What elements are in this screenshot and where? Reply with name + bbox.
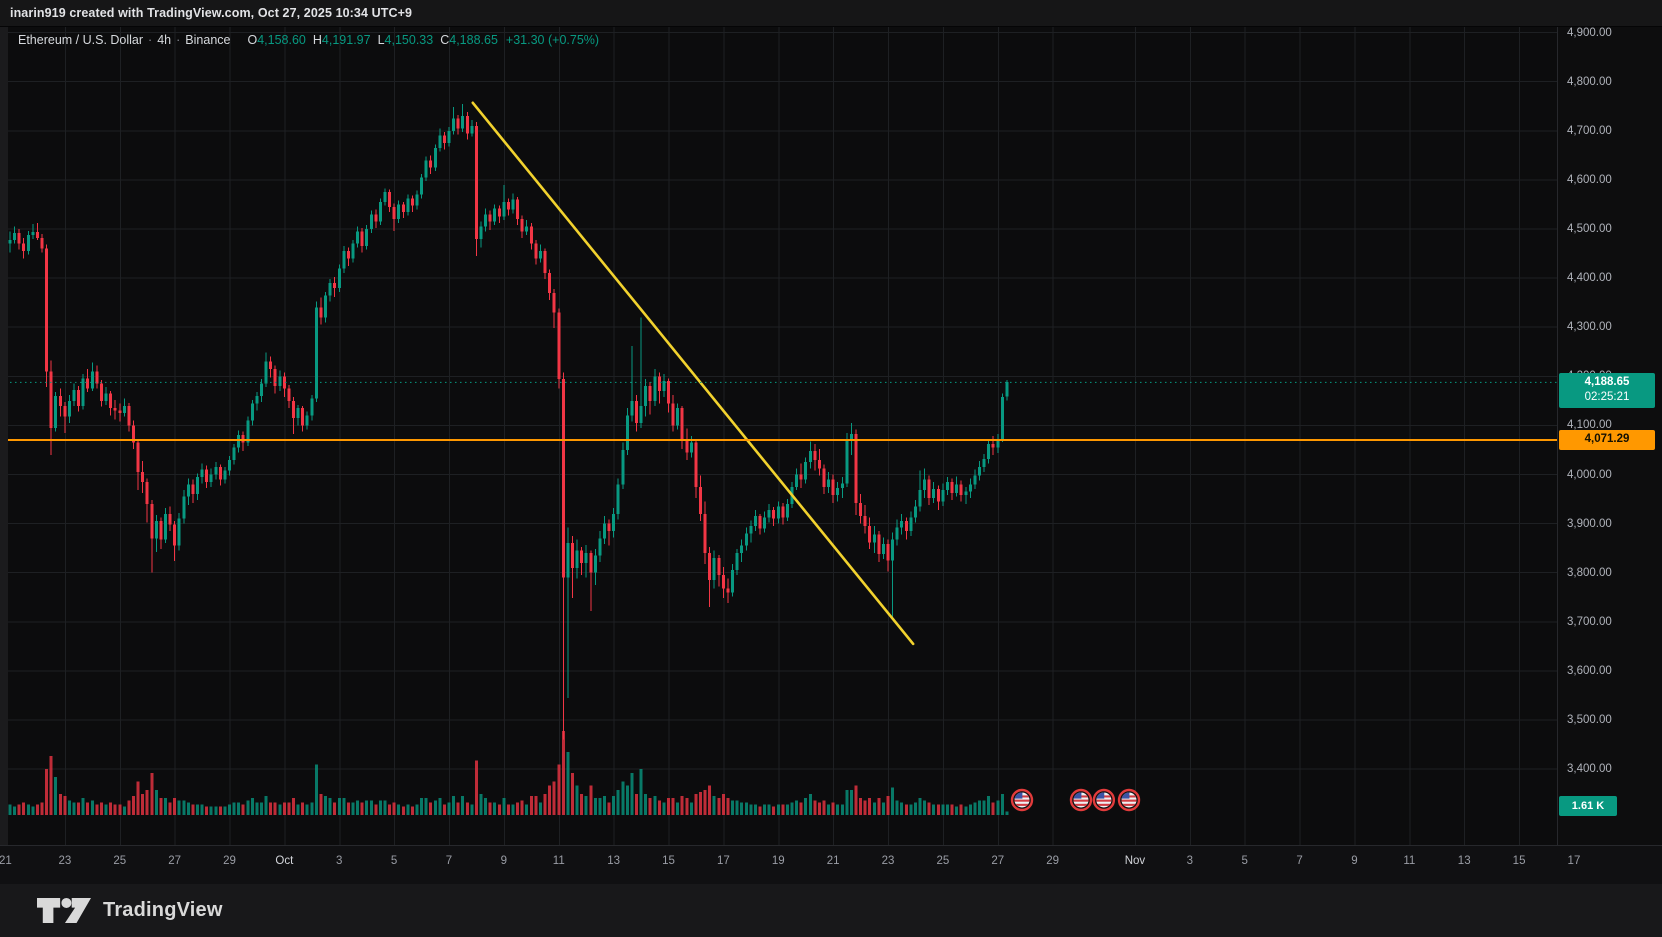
alert-price-value: 4,071.29 [1584,432,1630,445]
time-tick-label: 23 [881,855,895,867]
time-tick-label: 3 [1186,855,1194,867]
volume-value: 1.61 K [1571,800,1605,812]
time-tick-label: 29 [1046,855,1060,867]
price-tick-label: 4,100.00 [1567,419,1612,432]
price-tick-label: 3,400.00 [1567,763,1612,776]
legend-separator: · [148,33,153,47]
current-price-label[interactable]: 4,188.65 02:25:21 [1559,372,1655,408]
price-tick-label: 3,900.00 [1567,517,1612,530]
open-key: O [247,33,258,47]
time-tick-label: 15 [1512,855,1526,867]
attribution-bar: inarin919 created with TradingView.com, … [0,0,1662,27]
us-flag-event-icon[interactable] [1069,788,1093,812]
tradingview-logo-icon[interactable] [36,897,92,924]
time-tick-label: 7 [445,855,453,867]
time-tick-label: 27 [991,855,1005,867]
exchange-label[interactable]: Binance [185,33,231,47]
legend-separator: · [176,33,181,47]
trendline-drawing[interactable] [471,101,915,646]
price-tick-label: 4,300.00 [1567,321,1612,334]
high-key: H [312,33,322,47]
time-tick-label: Nov [1124,855,1146,867]
price-tick-label: 4,000.00 [1567,468,1612,481]
open-value: 4,158.60 [257,33,306,47]
price-tick-label: 3,500.00 [1567,714,1612,726]
price-tick-label: 4,700.00 [1567,124,1612,137]
time-tick-label: 27 [168,855,182,867]
interval-label[interactable]: 4h [157,33,172,47]
time-tick-label: 11 [552,855,565,867]
time-tick-label: 23 [58,855,72,867]
price-tick-label: 4,900.00 [1567,26,1612,39]
time-tick-label: 19 [771,855,785,867]
attribution-text: inarin919 created with TradingView.com, … [10,6,413,20]
low-value: 4,150.33 [384,33,434,47]
volume-label: 1.61 K [1559,796,1617,816]
ohlc-readout: O4,158.60 H4,191.97 L4,150.33 C4,188.65 [240,33,497,47]
time-tick-label: 5 [1241,855,1248,867]
chart-left-edge [0,27,8,845]
volume-series[interactable] [8,731,1009,815]
time-tick-label: 11 [1403,855,1416,867]
candlestick-series[interactable] [8,103,1009,740]
low-key: L [377,33,385,47]
price-tick-label: 3,800.00 [1567,566,1612,579]
time-axis[interactable]: 21 23 25 27 29 Oct 3 5 7 9 11 13 15 17 19 21 23 25 27 29 Nov… [0,845,1662,885]
time-tick-label: 9 [1351,855,1358,867]
price-tick-label: 3,600.00 [1567,664,1612,677]
price-tick-label: 4,800.00 [1567,75,1612,88]
price-tick-label: 4,600.00 [1567,173,1612,186]
time-tick-label: 5 [390,855,398,867]
time-tick-label: 13 [1457,855,1471,867]
bar-countdown: 02:25:21 [1584,390,1630,403]
price-tick-label: 4,500.00 [1567,223,1612,235]
price-tick-label: 4,400.00 [1567,272,1612,285]
us-flag-event-icon[interactable] [1092,788,1116,812]
time-tick-label: 21 [826,855,840,867]
close-key: C [440,33,450,47]
symbol-title[interactable]: Ethereum / U.S. Dollar [18,33,144,47]
time-tick-label: Oct [275,855,294,867]
time-tick-label: 17 [716,855,730,867]
economic-event-markers[interactable] [1010,788,1141,812]
price-tick-label: 3,700.00 [1567,615,1612,628]
time-tick-label: 9 [500,855,508,867]
time-tick-label: 25 [936,855,950,867]
time-tick-label: 21 [0,855,12,867]
close-value: 4,188.65 [449,33,498,47]
time-tick-label: 13 [607,855,621,867]
alert-price-label[interactable]: 4,071.29 [1559,429,1655,450]
time-tick-label: 3 [336,855,343,867]
bottom-brand-bar: TradingView [0,884,1662,937]
us-flag-event-icon[interactable] [1117,788,1141,812]
current-price-value: 4,188.65 [1584,375,1630,388]
time-tick-label: 15 [662,855,675,867]
change-value: +31.30 (+0.75%) [505,33,600,47]
grid [0,27,1575,845]
high-value: 4,191.97 [321,33,371,47]
us-flag-event-icon[interactable] [1010,788,1034,812]
tradingview-logo-text[interactable]: TradingView [103,899,223,921]
time-tick-label: 25 [113,855,127,867]
time-tick-label: 17 [1567,855,1581,867]
time-tick-label: 7 [1296,855,1303,867]
time-tick-label: 29 [223,855,236,867]
symbol-legend: Ethereum / U.S. Dollar · 4h · Binance O4,158.… [18,33,599,47]
